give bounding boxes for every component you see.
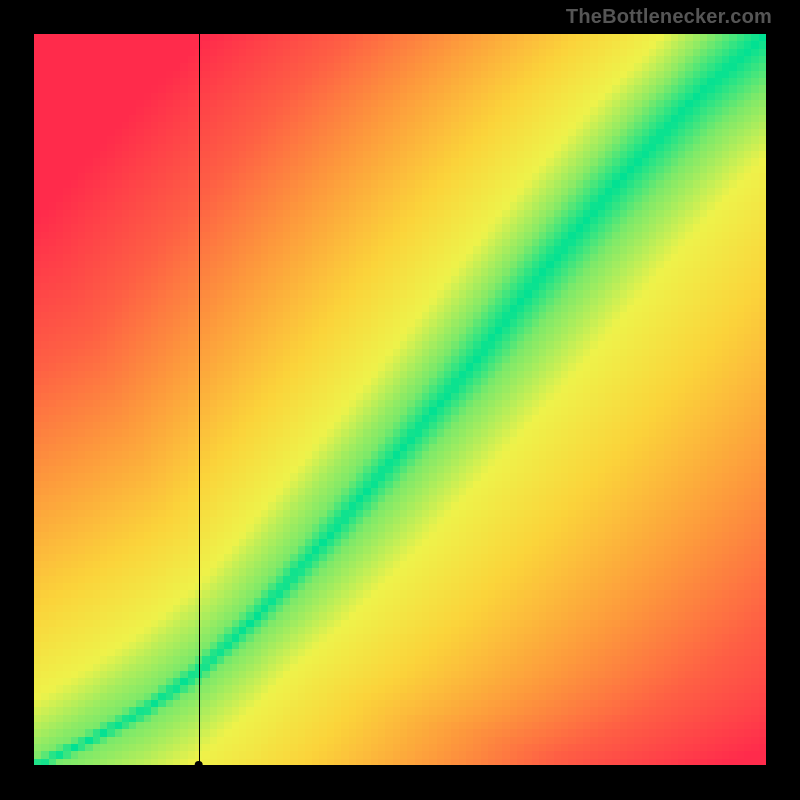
- bottleneck-heatmap: [34, 34, 766, 766]
- watermark-text: TheBottlenecker.com: [566, 6, 772, 29]
